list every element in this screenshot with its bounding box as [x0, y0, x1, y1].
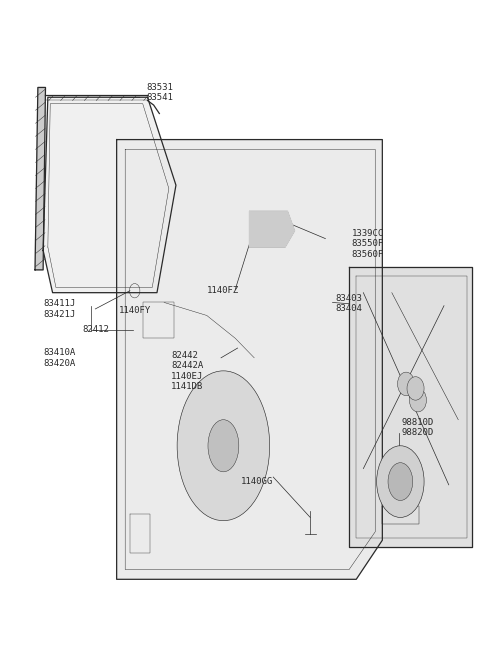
Text: 1140FZ: 1140FZ: [207, 286, 240, 295]
Polygon shape: [117, 139, 383, 579]
Ellipse shape: [208, 420, 239, 472]
Text: 82442
82442A
1140EJ
1141DB: 82442 82442A 1140EJ 1141DB: [171, 351, 204, 391]
Circle shape: [397, 372, 415, 396]
Circle shape: [409, 388, 426, 412]
Text: 1339CC
83550F
83560F: 1339CC 83550F 83560F: [351, 229, 384, 259]
Text: 98810D
98820D: 98810D 98820D: [401, 418, 433, 437]
Text: 82412: 82412: [83, 325, 109, 334]
Circle shape: [407, 376, 424, 400]
Polygon shape: [35, 87, 46, 270]
Polygon shape: [250, 212, 295, 247]
Polygon shape: [43, 97, 176, 292]
Text: 83410A
83420A: 83410A 83420A: [43, 348, 75, 367]
Text: 83531
83541: 83531 83541: [146, 83, 173, 102]
Text: 1140GG: 1140GG: [240, 477, 273, 486]
Text: 83411J
83421J: 83411J 83421J: [43, 299, 75, 319]
Ellipse shape: [388, 463, 413, 501]
Text: 1140FY: 1140FY: [119, 306, 151, 315]
Ellipse shape: [377, 445, 424, 518]
Text: 83403
83404: 83403 83404: [335, 294, 362, 313]
Polygon shape: [349, 267, 472, 547]
Ellipse shape: [177, 371, 270, 521]
